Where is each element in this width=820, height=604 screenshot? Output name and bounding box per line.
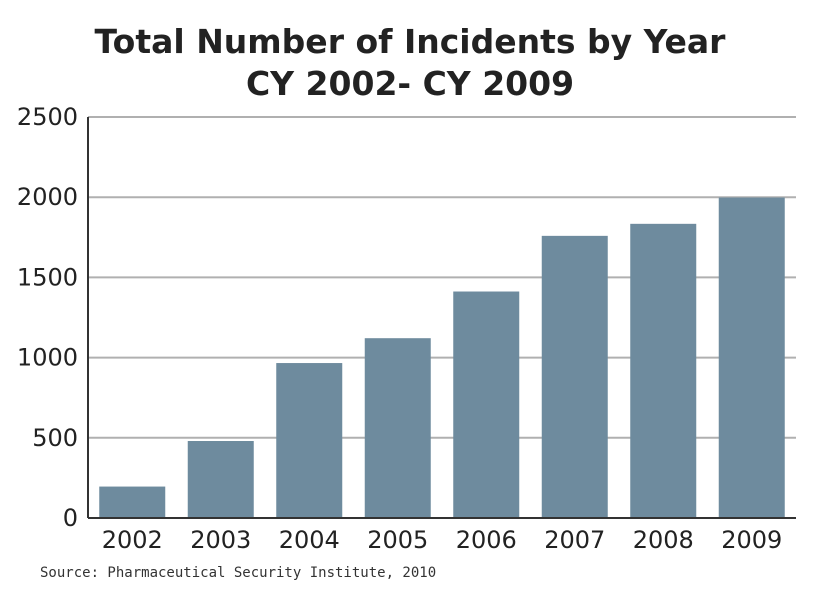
y-tick-label: 1500 <box>17 263 78 291</box>
x-tick-label: 2002 <box>102 526 163 554</box>
chart-title: Total Number of Incidents by Year <box>94 22 726 61</box>
bar <box>187 441 254 518</box>
x-tick-label: 2007 <box>544 526 605 554</box>
x-tick-label: 2009 <box>721 526 782 554</box>
bar <box>718 197 785 518</box>
bar <box>99 486 166 518</box>
bar <box>364 338 431 518</box>
x-tick-label: 2006 <box>456 526 517 554</box>
y-tick-label: 1000 <box>17 344 78 372</box>
chart-subtitle: CY 2002- CY 2009 <box>245 64 575 103</box>
x-tick-label: 2008 <box>633 526 694 554</box>
x-tick-label: 2004 <box>279 526 340 554</box>
y-tick-label: 2000 <box>17 183 78 211</box>
bar <box>630 223 697 518</box>
bar <box>453 291 520 518</box>
bar <box>541 235 608 519</box>
bar <box>276 363 343 518</box>
x-tick-label: 2005 <box>367 526 428 554</box>
y-tick-label: 500 <box>32 424 78 452</box>
x-tick-label: 2003 <box>190 526 251 554</box>
source-note: Source: Pharmaceutical Security Institut… <box>40 565 437 581</box>
y-tick-label: 0 <box>63 504 78 532</box>
y-tick-label: 2500 <box>17 103 78 131</box>
